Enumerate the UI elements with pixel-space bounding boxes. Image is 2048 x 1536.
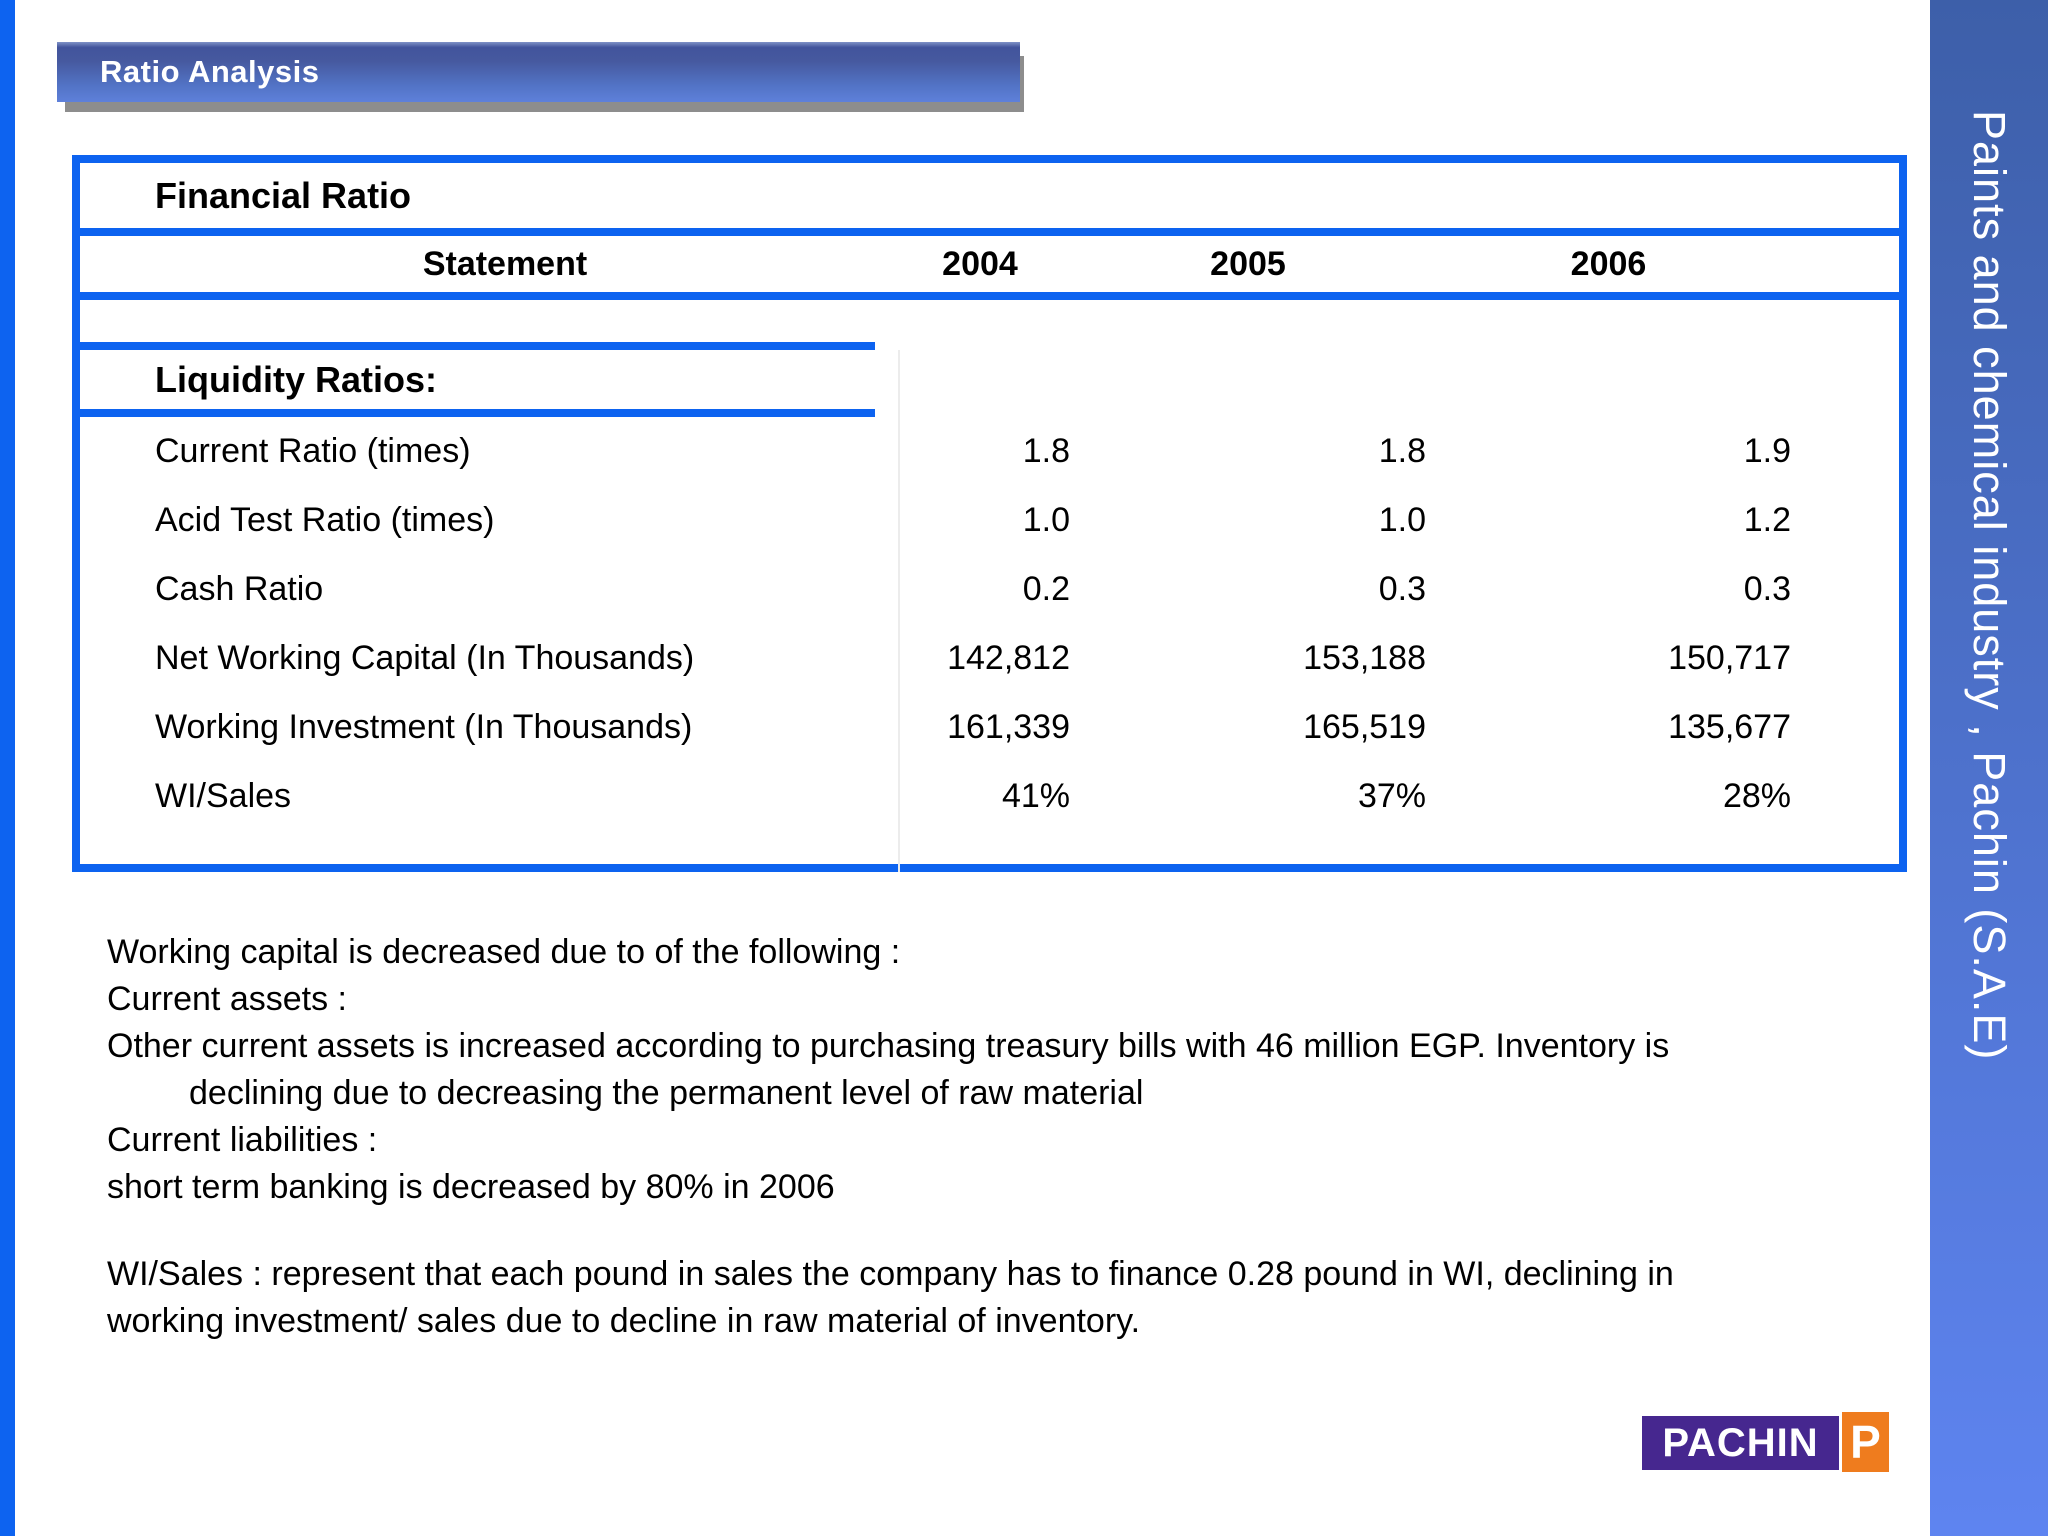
cell-value: 135,677	[1668, 708, 1791, 746]
note-line: working investment/ sales due to decline…	[107, 1302, 1141, 1340]
note-line: short term banking is decreased by 80% i…	[107, 1168, 835, 1206]
row-label: Net Working Capital (In Thousands)	[155, 639, 695, 677]
column-header-2006: 2006	[1570, 244, 1647, 283]
cell-value: 150,717	[1668, 639, 1791, 677]
column-header-2004: 2004	[942, 244, 1018, 283]
pachin-logo: PACHIN P	[1642, 1412, 1889, 1472]
note-line: declining due to decreasing the permanen…	[189, 1074, 1144, 1112]
cell-value: 1.2	[1743, 501, 1791, 539]
table-title-row: Financial Ratio	[80, 163, 1899, 228]
cell-value: 0.2	[1022, 570, 1070, 608]
cell-value: 0.3	[1743, 570, 1791, 608]
table-divider	[80, 292, 1899, 300]
cell-value: 165,519	[1303, 708, 1426, 746]
cell-value: 142,812	[947, 639, 1070, 677]
cell-value: 28%	[1722, 777, 1791, 815]
cell-value: 1.8	[1378, 432, 1426, 470]
notes-block: Working capital is decreased due to of t…	[107, 929, 1937, 1345]
section-divider-top	[80, 342, 875, 350]
logo-wordmark: PACHIN	[1642, 1416, 1839, 1470]
paragraph-gap	[107, 1211, 1937, 1251]
column-header-statement: Statement	[422, 244, 588, 283]
cell-value: 153,188	[1303, 639, 1426, 677]
table-divider	[80, 228, 1899, 236]
row-label: Current Ratio (times)	[155, 432, 471, 470]
table-row: Current Ratio (times) 1.8 1.8 1.9	[80, 417, 1899, 486]
note-line: Working capital is decreased due to of t…	[107, 933, 901, 971]
row-label: Acid Test Ratio (times)	[155, 501, 495, 539]
row-label: Cash Ratio	[155, 570, 324, 608]
note-line: Current assets :	[107, 980, 347, 1018]
table-row: Acid Test Ratio (times) 1.0 1.0 1.2	[80, 486, 1899, 555]
slide-title-bar: Ratio Analysis	[57, 42, 1020, 102]
column-separator-line	[898, 350, 900, 872]
cell-value: 0.3	[1378, 570, 1426, 608]
table-row: Cash Ratio 0.2 0.3 0.3	[80, 555, 1899, 624]
cell-value: 1.9	[1743, 432, 1791, 470]
cell-value: 1.8	[1022, 432, 1070, 470]
logo-p-icon: P	[1842, 1412, 1889, 1472]
financial-ratio-table: Financial Ratio Statement 2004 2005 2006…	[72, 155, 1907, 872]
right-banner: Paints and chemical industry , Pachin (S…	[1930, 0, 2048, 1536]
table-header-row: Statement 2004 2005 2006	[80, 236, 1899, 292]
cell-value: 1.0	[1022, 501, 1070, 539]
note-line: WI/Sales : represent that each pound in …	[107, 1255, 1674, 1293]
section-heading-row: Liquidity Ratios:	[80, 350, 1899, 409]
note-line: Current liabilities :	[107, 1121, 378, 1159]
row-label: Working Investment (In Thousands)	[155, 708, 693, 746]
note-line: Other current assets is increased accord…	[107, 1027, 1670, 1065]
banner-text: Paints and chemical industry , Pachin (S…	[1964, 110, 2015, 1061]
left-accent-strip	[0, 0, 15, 1536]
table-row: WI/Sales 41% 37% 28%	[80, 762, 1899, 831]
table-row: Net Working Capital (In Thousands) 142,8…	[80, 624, 1899, 693]
empty-row	[80, 300, 1899, 342]
cell-value: 41%	[1001, 777, 1070, 815]
cell-value: 37%	[1357, 777, 1426, 815]
section-heading: Liquidity Ratios:	[155, 358, 437, 400]
cell-value: 1.0	[1378, 501, 1426, 539]
table-row: Working Investment (In Thousands) 161,33…	[80, 693, 1899, 762]
cell-value: 161,339	[947, 708, 1070, 746]
slide-title: Ratio Analysis	[100, 54, 320, 89]
section-divider-bottom	[80, 409, 875, 417]
row-label: WI/Sales	[155, 777, 292, 815]
table-title: Financial Ratio	[155, 174, 412, 216]
column-header-2005: 2005	[1210, 244, 1286, 283]
